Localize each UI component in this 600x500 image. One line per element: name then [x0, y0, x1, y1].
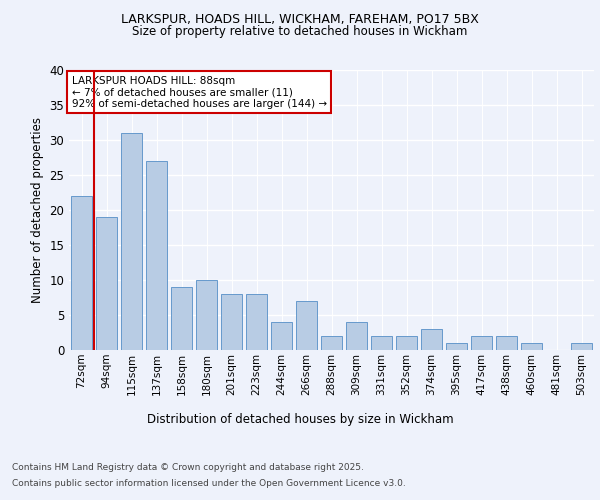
Bar: [71, 196, 92, 350]
Bar: [446, 343, 467, 350]
Bar: [121, 133, 142, 350]
Bar: [521, 343, 542, 350]
Bar: [221, 294, 242, 350]
Text: LARKSPUR HOADS HILL: 88sqm
← 7% of detached houses are smaller (11)
92% of semi-: LARKSPUR HOADS HILL: 88sqm ← 7% of detac…: [71, 76, 327, 109]
Bar: [396, 336, 417, 350]
Bar: [496, 336, 517, 350]
Bar: [246, 294, 267, 350]
Bar: [471, 336, 492, 350]
Text: LARKSPUR, HOADS HILL, WICKHAM, FAREHAM, PO17 5BX: LARKSPUR, HOADS HILL, WICKHAM, FAREHAM, …: [121, 12, 479, 26]
Bar: [171, 287, 192, 350]
Bar: [146, 161, 167, 350]
Bar: [271, 322, 292, 350]
Text: Contains public sector information licensed under the Open Government Licence v3: Contains public sector information licen…: [12, 479, 406, 488]
Bar: [346, 322, 367, 350]
Bar: [296, 301, 317, 350]
Bar: [371, 336, 392, 350]
Bar: [571, 343, 592, 350]
Text: Contains HM Land Registry data © Crown copyright and database right 2025.: Contains HM Land Registry data © Crown c…: [12, 462, 364, 471]
Bar: [196, 280, 217, 350]
Bar: [96, 217, 117, 350]
Bar: [321, 336, 342, 350]
Text: Distribution of detached houses by size in Wickham: Distribution of detached houses by size …: [146, 412, 454, 426]
Bar: [421, 329, 442, 350]
Y-axis label: Number of detached properties: Number of detached properties: [31, 117, 44, 303]
Text: Size of property relative to detached houses in Wickham: Size of property relative to detached ho…: [133, 25, 467, 38]
